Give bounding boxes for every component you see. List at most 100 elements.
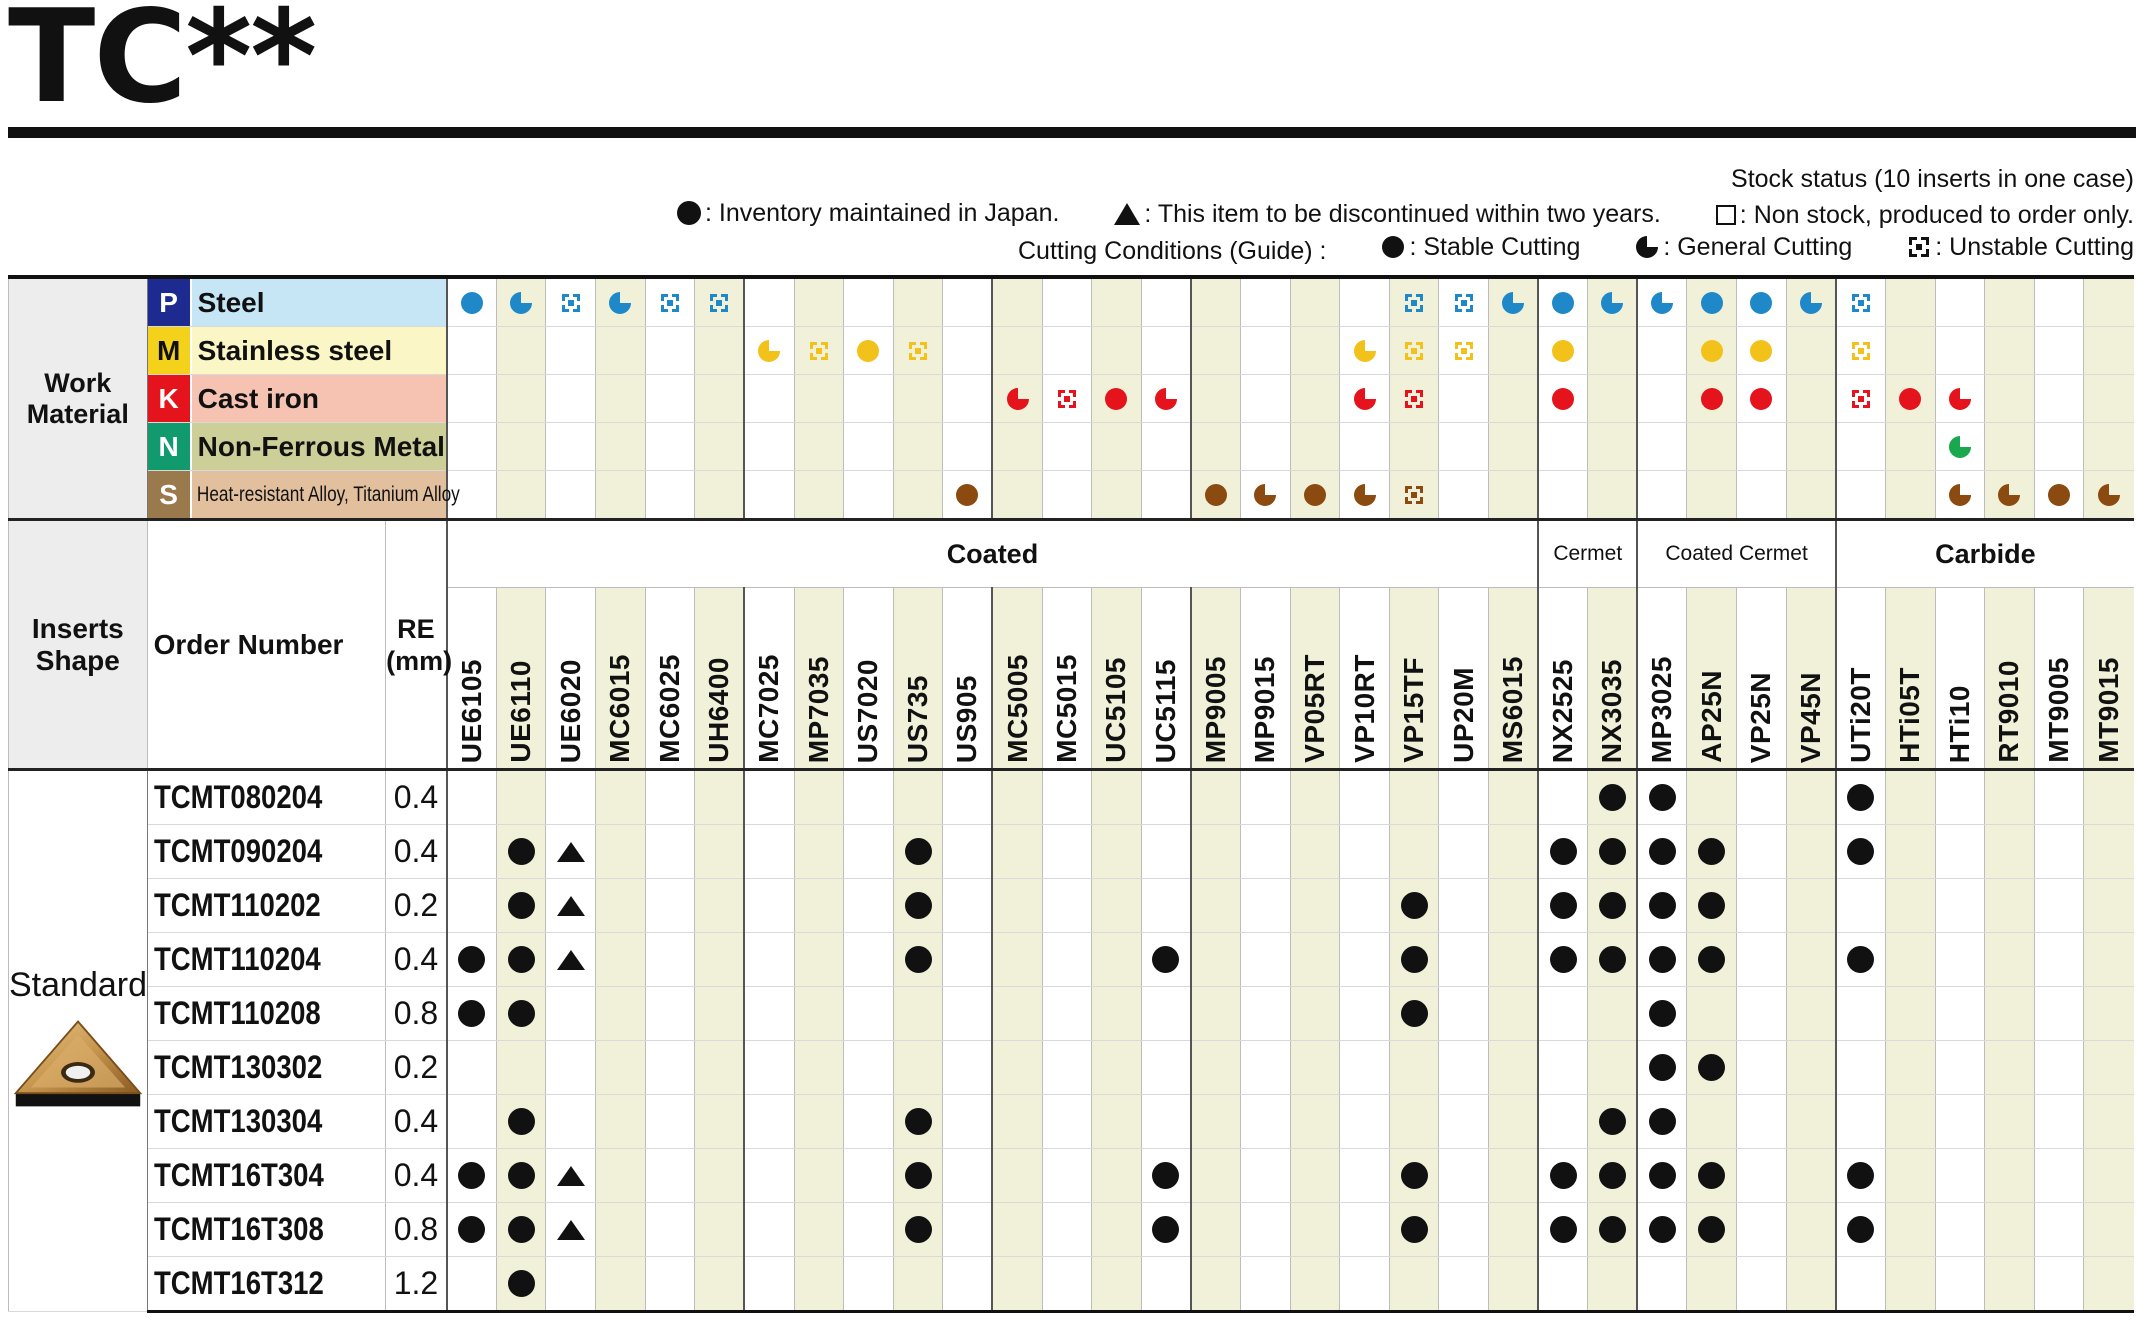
stock-cell <box>1488 1040 1539 1095</box>
grade-column-header: MC6015 <box>595 587 646 770</box>
stock-cell <box>942 1202 993 1257</box>
general-cutting-icon <box>1636 236 1659 258</box>
stock-cell <box>1934 768 1985 825</box>
stock-cell <box>644 1094 695 1149</box>
material-mark-cell <box>445 326 497 375</box>
order-number-cell: TCMT110204 <box>146 932 386 987</box>
material-mark-cell <box>1884 326 1936 375</box>
material-mark-cell <box>843 326 894 375</box>
stock-dot-icon <box>1549 1162 1577 1189</box>
stock-dot-icon <box>1152 1216 1180 1243</box>
material-mark-cell <box>942 275 993 327</box>
stock-cell <box>1240 1202 1291 1257</box>
material-mark-cell <box>1189 374 1241 423</box>
stock-dot-icon <box>1648 1216 1676 1243</box>
section-label: Standard <box>9 966 147 1004</box>
material-letter-badge: N <box>147 423 192 470</box>
material-mark-cell <box>1438 374 1489 423</box>
stock-cell <box>942 824 993 879</box>
grade-column-header: MS6015 <box>1488 587 1539 770</box>
stock-cell <box>694 1148 745 1203</box>
stock-cell <box>1091 986 1142 1041</box>
stock-cell <box>892 824 943 879</box>
material-mark-cell <box>495 374 546 423</box>
material-mark-cell <box>1785 275 1836 327</box>
stock-cell <box>1686 824 1737 879</box>
material-name-block: K Cast iron <box>147 375 446 422</box>
material-mark-cell <box>545 374 596 423</box>
stock-cell <box>1388 986 1439 1041</box>
stock-dot-icon <box>1648 1054 1676 1081</box>
material-mark-cell <box>1438 275 1489 327</box>
material-mark-cell <box>1984 326 2035 375</box>
stock-dot-icon <box>1648 784 1676 811</box>
stock-cell <box>1785 932 1836 987</box>
stock-dot-icon <box>507 892 535 919</box>
material-mark-cell <box>1140 275 1191 327</box>
grade-name: MP7035 <box>802 655 834 763</box>
stock-cell <box>1984 768 2035 825</box>
stock-cell <box>793 768 844 825</box>
material-mark-cell <box>1934 422 1985 471</box>
order-number: TCMT080204 <box>153 779 322 815</box>
material-mark-cell <box>1636 326 1687 375</box>
stock-cell <box>1091 768 1142 825</box>
stock-cell <box>545 986 596 1041</box>
stock-cell <box>694 768 745 825</box>
order-number: TCMT130304 <box>153 1103 322 1139</box>
material-mark-cell <box>2083 374 2134 423</box>
stock-cell <box>1140 932 1191 987</box>
stock-cell <box>2083 878 2134 933</box>
general-cutting-icon <box>1353 387 1376 410</box>
grade-name: UE6105 <box>455 658 487 763</box>
table-row: TCMT130304 0.4 <box>9 1094 2134 1149</box>
grade-column-header: MC5005 <box>991 587 1043 770</box>
material-row: Work Material P Steel <box>8 275 2134 520</box>
stock-cell <box>1289 878 1340 933</box>
stock-dot-icon <box>507 838 535 865</box>
stock-cell <box>793 1202 844 1257</box>
stock-cell <box>1636 1148 1687 1203</box>
material-mark-cell <box>1537 374 1588 423</box>
stock-cell <box>1686 1148 1737 1203</box>
material-name-block: N Non-Ferrous Metal <box>147 423 446 470</box>
stock-cell <box>694 1040 745 1095</box>
stock-cell <box>942 768 993 825</box>
stock-cell <box>1636 1256 1687 1313</box>
stock-cell <box>595 824 646 879</box>
stock-cell <box>1884 986 1936 1041</box>
unstable-cutting-icon <box>1909 237 1930 257</box>
stock-cell <box>1388 932 1439 987</box>
material-mark-cell <box>892 374 943 423</box>
material-mark-cell <box>2083 422 2134 471</box>
grade-name: NX2525 <box>1547 658 1579 763</box>
stable-cutting-icon <box>1552 291 1575 314</box>
material-mark-cell <box>1189 326 1241 375</box>
stock-cell <box>1091 932 1142 987</box>
stock-cell <box>1785 1040 1836 1095</box>
stock-cell <box>1537 1148 1588 1203</box>
stock-cell <box>1686 1040 1737 1095</box>
stock-cell <box>1289 932 1340 987</box>
material-mark-cell <box>694 422 745 471</box>
stock-cell <box>1438 1202 1489 1257</box>
stock-cell <box>1189 932 1241 987</box>
stock-cell <box>1240 932 1291 987</box>
stock-cell <box>843 824 894 879</box>
stock-cell <box>1240 986 1291 1041</box>
insert-grade-table: Work Material P Steel M Stainless steel K Cast… <box>8 275 2134 1313</box>
unstable-cutting-icon <box>1851 293 1870 312</box>
grade-column-header: MC6025 <box>644 587 695 770</box>
stock-dot-icon <box>1648 892 1676 919</box>
grade-column-header: UE6110 <box>495 587 546 770</box>
stock-cell <box>1884 1148 1936 1203</box>
stock-cell <box>1636 1202 1687 1257</box>
material-cell: K Cast iron <box>146 374 447 423</box>
general-cutting-icon <box>1651 291 1674 314</box>
material-mark-cell <box>1587 275 1638 327</box>
order-number-cell: TCMT110202 <box>146 878 386 933</box>
stock-cell <box>1834 878 1886 933</box>
stock-cell <box>445 768 497 825</box>
grade-name: VP15TF <box>1398 657 1430 763</box>
stock-cell <box>545 824 596 879</box>
